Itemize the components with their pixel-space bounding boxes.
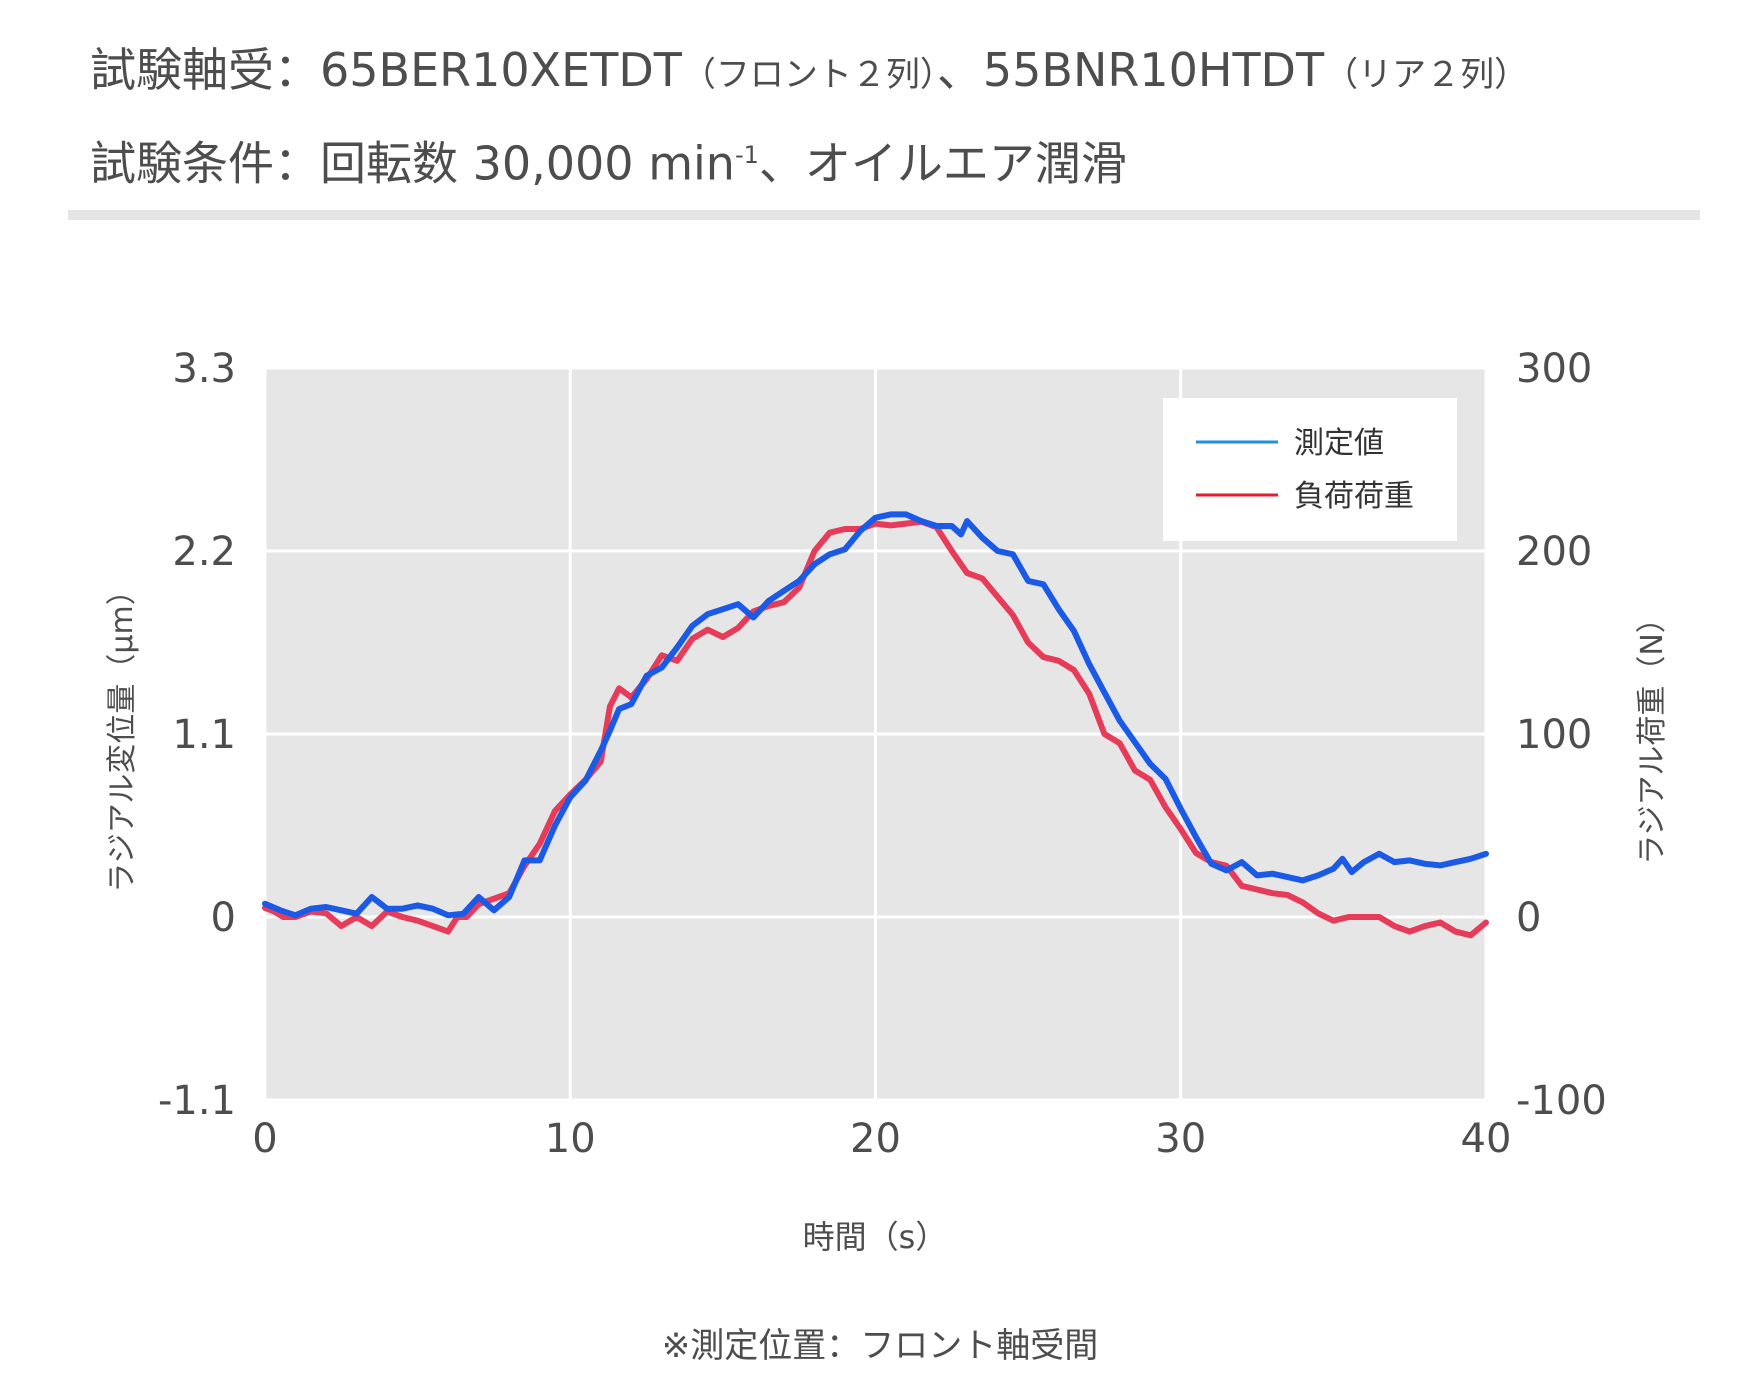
rear-bearing-model: 55BNR10HTDT [982, 43, 1325, 97]
header-divider [68, 210, 1700, 220]
y-left-tick-label: 1.1 [172, 712, 236, 758]
y-axis-left-label: ラジアル変位量（μm） [105, 575, 140, 892]
rotation-speed: 回転数 30,000 min [320, 136, 735, 191]
test-bearing-line: 試験軸受：65BER10XETDT（フロント２列）、55BNR10HTDT（リア… [90, 30, 1528, 115]
front-bearing-note: （フロント２列） [681, 55, 937, 95]
x-tick-label: 0 [252, 1116, 277, 1162]
x-tick-label: 40 [1461, 1116, 1512, 1162]
y-right-tick-label: 0 [1516, 895, 1541, 941]
test-condition-label: 試験条件： [90, 136, 320, 191]
test-condition-line: 試験条件：回転数 30,000 min-1、オイルエア潤滑 [90, 115, 1528, 203]
y-left-tick-label: 2.2 [172, 529, 236, 575]
series-line-load [262, 518, 1489, 939]
y-left-tick-label: 0 [211, 895, 236, 941]
y-right-tick-label: 200 [1516, 529, 1592, 575]
separator: 、 [936, 43, 983, 97]
y-axis-right-label: ラジアル荷重（N） [1635, 603, 1670, 865]
x-tick-label: 30 [1155, 1116, 1206, 1162]
footnote: ※測定位置：フロント軸受間 [661, 1326, 1099, 1366]
x-axis-label: 時間（s） [803, 1218, 948, 1256]
y-left-tick-label: 3.3 [172, 346, 236, 392]
legend-box [1163, 398, 1457, 541]
radial-displacement-chart: 0 10 20 30 40 -1.1 0 1.1 2.2 3.3 -100 0 100 200 300 測定… [105, 346, 1670, 1256]
header: 試験軸受：65BER10XETDT（フロント２列）、55BNR10HTDT（リア… [90, 30, 1528, 203]
rear-bearing-note: （リア２列） [1324, 55, 1529, 95]
y-right-tick-label: 100 [1516, 712, 1592, 758]
legend: 測定値 負荷荷重 [1163, 398, 1457, 541]
legend-label-measured: 測定値 [1294, 426, 1384, 461]
tick-labels: 0 10 20 30 40 -1.1 0 1.1 2.2 3.3 -100 0 100 200 300 [158, 346, 1607, 1162]
front-bearing-model: 65BER10XETDT [320, 43, 682, 97]
rotation-speed-exponent: -1 [734, 141, 759, 169]
grid-lines [263, 366, 1488, 1102]
y-right-tick-label: 300 [1516, 346, 1592, 392]
lubrication: 、オイルエア潤滑 [758, 136, 1127, 191]
test-bearing-label: 試験軸受： [90, 43, 320, 97]
series-lines [262, 511, 1489, 939]
y-left-tick-label: -1.1 [158, 1078, 236, 1124]
x-tick-label: 10 [545, 1116, 596, 1162]
y-right-tick-label: -100 [1516, 1078, 1607, 1124]
series-line-measured [262, 511, 1489, 919]
legend-label-load: 負荷荷重 [1294, 479, 1414, 514]
x-tick-label: 20 [850, 1116, 901, 1162]
